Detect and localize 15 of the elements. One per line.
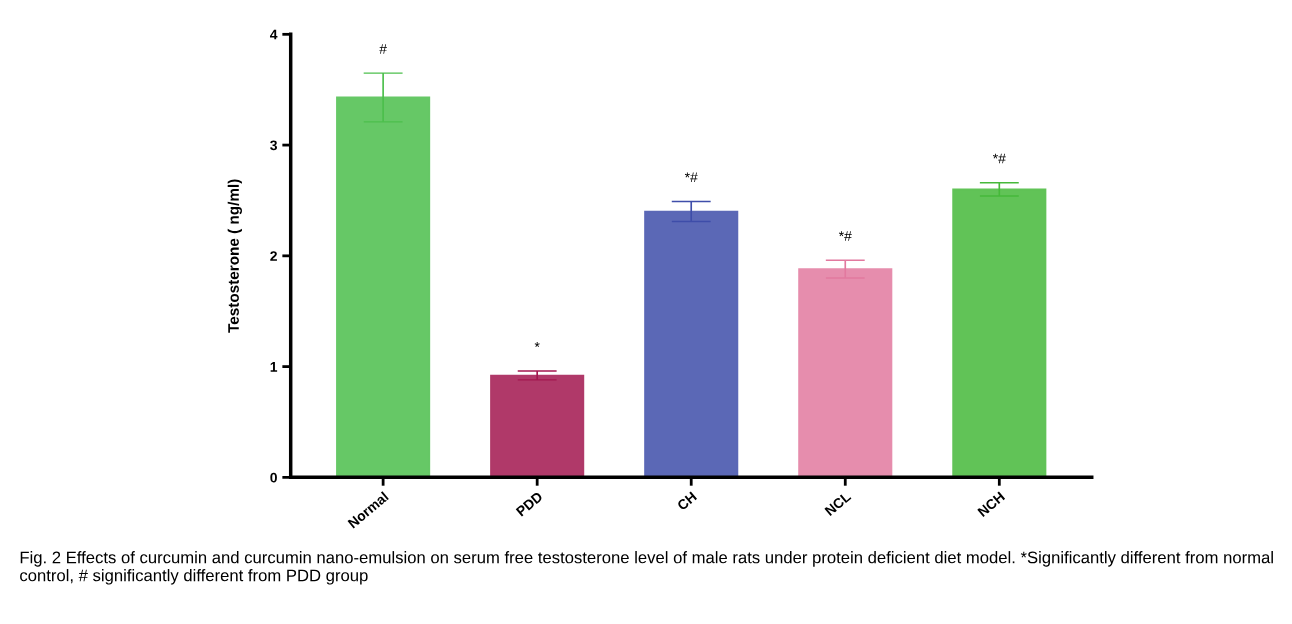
y-tick-label: 0 bbox=[270, 472, 277, 483]
y-tick-label: 3 bbox=[270, 140, 277, 151]
annotation: * bbox=[534, 342, 540, 347]
x-tick-label: CH bbox=[676, 491, 698, 511]
y-tick-label: 2 bbox=[270, 251, 277, 261]
annotation: *# bbox=[684, 172, 698, 183]
annotation: # bbox=[379, 44, 387, 54]
bar bbox=[490, 374, 585, 478]
x-tick-label: NCL bbox=[824, 491, 852, 517]
caption: Fig. 2 Effects of curcumin and curcumin nano-emulsion on serum free testosterone level of male rats under protein deficient diet model. *Significantly different from normal control, # significantly different from PDD group bbox=[20, 551, 1273, 585]
y-axis-title: Testosterone ( ng/ml) bbox=[227, 179, 242, 333]
annotation: *# bbox=[838, 231, 852, 241]
y-tick-label: 4 bbox=[269, 29, 278, 40]
annotation: *# bbox=[992, 153, 1006, 164]
y-tick-label: 1 bbox=[270, 362, 278, 372]
